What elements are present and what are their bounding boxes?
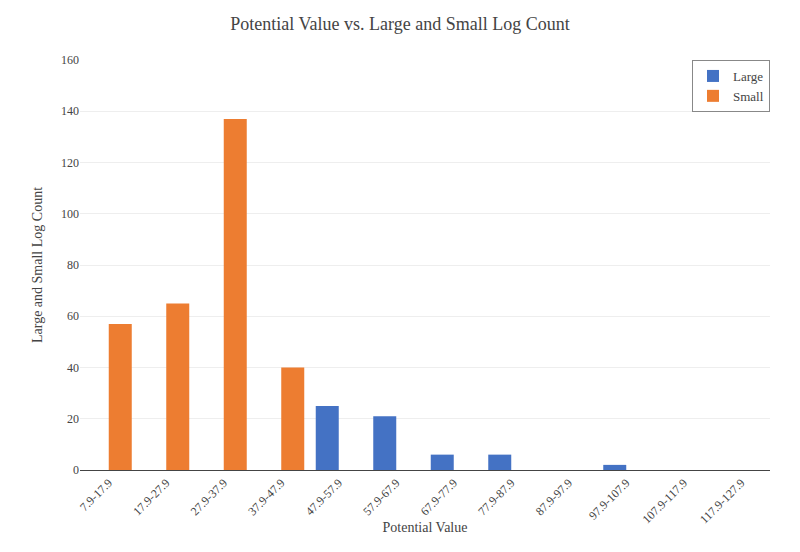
svg-text:Potential Value vs. Large and: Potential Value vs. Large and Small Log …	[230, 14, 569, 34]
svg-text:0: 0	[73, 463, 79, 477]
svg-text:60: 60	[67, 309, 79, 323]
svg-text:77.9-87.9: 77.9-87.9	[475, 476, 517, 518]
svg-text:7.9-17.9: 7.9-17.9	[77, 476, 115, 514]
svg-text:Large and Small Log Count: Large and Small Log Count	[30, 187, 45, 343]
svg-text:20: 20	[67, 412, 79, 426]
svg-text:140: 140	[61, 104, 79, 118]
svg-text:160: 160	[61, 53, 79, 67]
svg-text:57.9-67.9: 57.9-67.9	[360, 476, 402, 518]
svg-text:27.9-37.9: 27.9-37.9	[188, 476, 230, 518]
svg-text:117.9-127.9: 117.9-127.9	[697, 476, 748, 527]
svg-text:100: 100	[61, 207, 79, 221]
svg-text:67.9-77.9: 67.9-77.9	[418, 476, 460, 518]
svg-text:107.9-117.9: 107.9-117.9	[640, 476, 691, 527]
svg-text:40: 40	[67, 361, 79, 375]
svg-text:Large: Large	[733, 69, 763, 84]
svg-text:Small: Small	[733, 89, 764, 104]
svg-text:Potential Value: Potential Value	[383, 520, 468, 535]
svg-text:87.9-97.9: 87.9-97.9	[533, 476, 575, 518]
svg-text:17.9-27.9: 17.9-27.9	[130, 476, 172, 518]
svg-text:80: 80	[67, 258, 79, 272]
svg-text:120: 120	[61, 156, 79, 170]
svg-text:97.9-107.9: 97.9-107.9	[586, 476, 633, 523]
svg-text:47.9-57.9: 47.9-57.9	[303, 476, 345, 518]
svg-text:37.9-47.9: 37.9-47.9	[245, 476, 287, 518]
